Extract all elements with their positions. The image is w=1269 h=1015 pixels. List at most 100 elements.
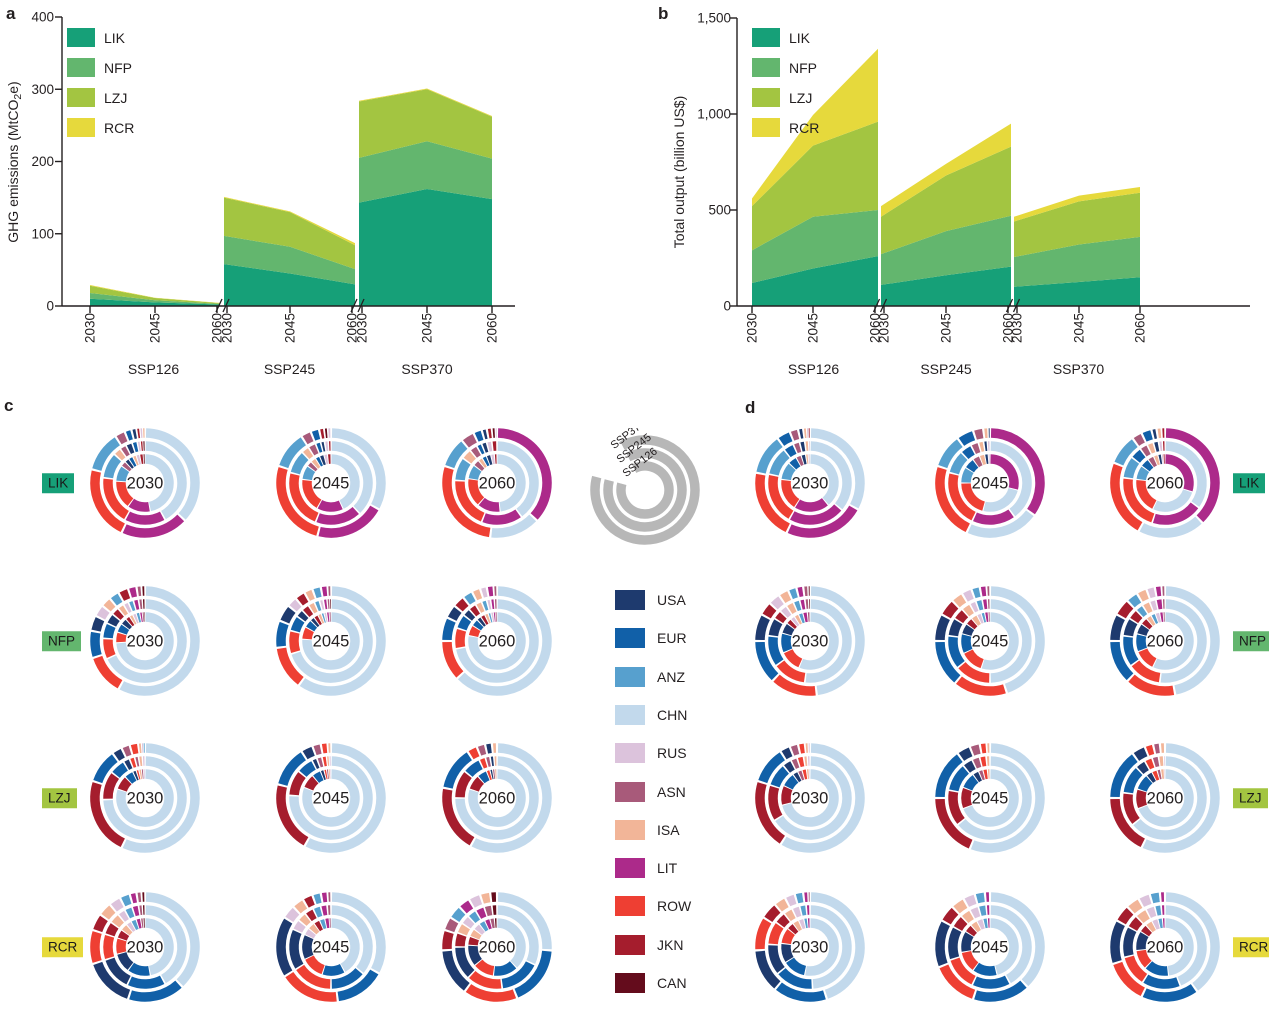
row-chip-c-RCR: RCR [42,937,84,957]
donut-c-LZJ-2045: 2045 [269,736,393,860]
segment-JKN [1117,601,1134,619]
segment-ROW [302,627,315,640]
panel-letter-c: c [4,396,14,415]
segment-ROW [961,950,979,970]
segment-JKN [468,936,480,946]
segment-JKN [1142,619,1153,630]
region-legend-label: LIT [657,860,678,877]
segment-USA [276,918,293,976]
segment-EUR [112,762,129,778]
region-legend-item-LIT: LIT [615,858,678,879]
ring-ssp245 [455,905,539,989]
segment-CHN [1133,756,1207,840]
ring-ssp370 [755,892,865,1002]
segment-RUS [970,602,979,613]
segment-EUR [1136,634,1148,652]
segment-EUR [278,752,307,787]
RCR-swatch [67,118,95,137]
area-LIK-SSP245 [881,266,1011,306]
segment-USA [302,746,315,760]
segment-CHN [468,769,526,827]
NFP-swatch [67,58,95,77]
segment-ROW [285,971,337,1002]
segment-EUR [482,456,490,467]
segment-ROW [768,923,784,945]
segment-CHN [1165,892,1220,991]
segment-ASN [462,433,477,448]
segment-ROW [773,674,816,696]
segment-USA [91,617,105,632]
region-legend-item-USA: USA [615,590,686,610]
axis-break [215,298,230,313]
segment-ISA [1146,921,1157,933]
segment-USA [800,441,806,452]
segment-ANZ [799,613,805,624]
segment-ISA [1137,910,1150,924]
area-LZJ-SSP245 [881,146,1011,255]
segment-EUR [103,624,116,639]
region-legend-label: RUS [657,745,687,762]
segment-ROW [1145,744,1155,756]
segment-ISA [476,602,485,613]
ring-ssp370 [755,586,865,696]
segment-CHN [302,612,360,670]
ring-ssp126 [302,918,360,976]
segment-JKN [1130,611,1143,624]
segment-USA [311,618,320,628]
donut-c-RCR-2030: 2030 [83,885,207,1009]
segment-EUR [313,771,324,784]
x-tick-label: 2030 [1010,313,1025,343]
donut-year-label: 2060 [479,790,516,808]
area-LIK-SSP370 [359,188,492,306]
y-tick-label: 500 [708,203,731,218]
ring-ssp370 [755,428,865,538]
segment-USA [132,429,138,439]
area-group-SSP245 [224,196,355,306]
ring-ssp370 [90,586,200,696]
segment-ROW [103,934,115,960]
segment-ANZ [103,455,122,479]
area-LZJ-SSP126 [90,285,220,304]
segment-JKN [306,909,317,922]
segment-ISA [963,604,974,617]
segment-ISA [1154,455,1160,466]
segment-CHN [1153,612,1194,670]
segment-CHN [810,428,865,509]
segment-ISA [979,441,985,452]
segment-ROW [465,984,517,1002]
segment-JKN [289,772,306,796]
segment-LIT [980,586,987,597]
segment-CHN [331,892,386,973]
row-chip-c-NFP: NFP [42,631,81,651]
segment-ASN [973,456,983,468]
segment-RUS [791,617,800,627]
segment-CHN [810,905,852,989]
segment-EUR [973,962,997,976]
segment-RUS [977,613,984,624]
segment-EUR [961,634,973,653]
JKN-swatch [615,934,645,955]
ring-ssp126 [781,454,839,512]
segment-ROW [130,757,137,768]
segment-USA [442,950,470,991]
region-legend-item-ISA: ISA [615,819,680,840]
segment-JKN [304,776,319,791]
segment-EUR [337,969,379,1002]
segment-CHN [107,599,187,683]
segment-ISA [122,925,133,936]
segment-LIT [460,900,474,914]
segment-JKN [455,772,472,798]
segment-USA [482,429,488,440]
segment-EUR [442,618,456,641]
segment-EUR [1145,961,1169,976]
segment-EUR [935,641,961,683]
segment-ANZ [979,905,987,916]
segment-JKN [787,619,797,630]
donut-d-LZJ-2045: 2045 [928,736,1052,860]
segment-ISA [303,448,314,460]
segment-USA [755,950,781,989]
segment-EUR [125,772,137,784]
ROW-swatch [615,896,645,917]
segment-USA [973,771,983,783]
ring-ssp126 [1136,454,1194,512]
